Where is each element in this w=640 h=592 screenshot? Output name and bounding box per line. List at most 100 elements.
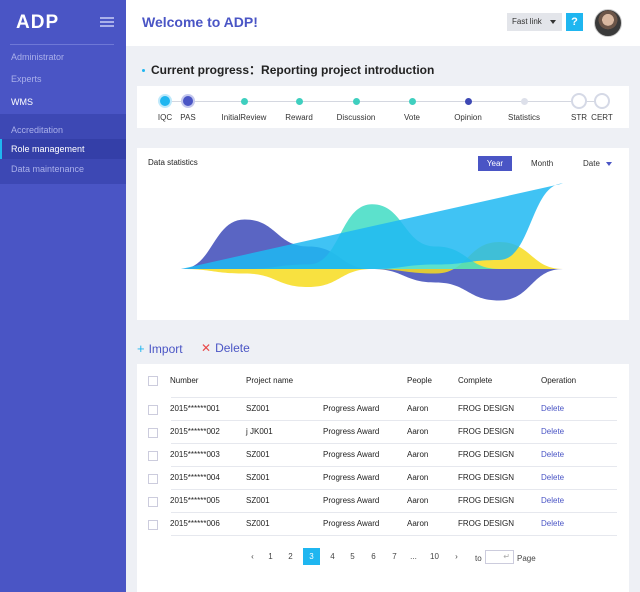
cell-project: SZ001: [246, 473, 270, 482]
delete-row-link[interactable]: Delete: [541, 450, 565, 459]
page-number[interactable]: 2: [288, 552, 293, 561]
tab-month[interactable]: Month: [531, 159, 554, 168]
page-number[interactable]: 10: [430, 552, 439, 561]
cell-people: Aaron: [407, 496, 429, 505]
chart-series-area: [181, 183, 563, 269]
delete-row-link[interactable]: Delete: [541, 473, 565, 482]
step-label: STR: [571, 113, 587, 122]
cell-complete: FROG DESIGN: [458, 473, 515, 482]
cell-award: Progress Award: [323, 427, 380, 436]
step-label: Vote: [403, 113, 421, 122]
row-divider: [171, 443, 617, 444]
step-label: Statistics: [507, 113, 541, 122]
delete-row-link[interactable]: Delete: [541, 519, 565, 528]
page-number[interactable]: 4: [330, 552, 335, 561]
sidebar-item-role-management[interactable]: Role management: [0, 139, 126, 159]
cell-people: Aaron: [407, 450, 429, 459]
row-divider: [171, 489, 617, 490]
row-checkbox[interactable]: [148, 474, 158, 484]
cell-people: Aaron: [407, 427, 429, 436]
import-button[interactable]: + Import: [137, 341, 183, 356]
cell-award: Progress Award: [323, 450, 380, 459]
cell-award: Progress Award: [323, 519, 380, 528]
sidebar-item-wms[interactable]: WMS: [11, 97, 33, 107]
cell-award: Progress Award: [323, 473, 380, 482]
cell-number: 2015******005: [170, 496, 220, 505]
avatar[interactable]: [594, 9, 622, 37]
cell-number: 2015******001: [170, 404, 220, 413]
page-label: Page: [517, 554, 536, 563]
step-node: [520, 97, 528, 105]
cell-project: SZ001: [246, 450, 270, 459]
sidebar-item-experts[interactable]: Experts: [11, 74, 42, 84]
row-divider: [171, 397, 617, 398]
hamburger-menu-icon[interactable]: [100, 17, 114, 27]
progress-track: [165, 101, 605, 102]
step-node: [295, 97, 303, 105]
step-node: [408, 97, 416, 105]
statistics-chart: [181, 183, 563, 301]
step-label: InitialReview: [221, 113, 267, 122]
page-number[interactable]: 5: [350, 552, 355, 561]
chevron-down-icon: [550, 20, 556, 24]
cell-project: j JK001: [246, 427, 273, 436]
step-node: [464, 97, 472, 105]
step-node: [594, 93, 610, 109]
row-divider: [171, 535, 617, 536]
chart-series-area: [181, 219, 563, 301]
row-divider: [171, 420, 617, 421]
delete-row-link[interactable]: Delete: [541, 496, 565, 505]
cell-complete: FROG DESIGN: [458, 519, 515, 528]
cell-award: Progress Award: [323, 496, 380, 505]
step-label: Opinion: [454, 113, 482, 122]
row-checkbox[interactable]: [148, 520, 158, 530]
date-dropdown[interactable]: Date: [583, 159, 612, 168]
page-jump-input[interactable]: [485, 550, 514, 564]
sidebar-item-data-maintenance[interactable]: Data maintenance: [11, 164, 85, 174]
tab-year[interactable]: Year: [478, 156, 512, 171]
import-label: Import: [148, 342, 183, 356]
row-divider: [171, 466, 617, 467]
cell-project: SZ001: [246, 404, 270, 413]
date-label: Date: [583, 159, 600, 168]
plus-icon: +: [137, 341, 145, 356]
row-checkbox[interactable]: [148, 497, 158, 507]
page-number[interactable]: 6: [371, 552, 376, 561]
cell-complete: FROG DESIGN: [458, 427, 515, 436]
step-node: [352, 97, 360, 105]
fast-link-dropdown[interactable]: Fast link: [507, 13, 562, 31]
help-button[interactable]: ?: [566, 13, 583, 31]
page-number[interactable]: 7: [392, 552, 397, 561]
step-label: Reward: [285, 113, 313, 122]
delete-row-link[interactable]: Delete: [541, 404, 565, 413]
goto-label: to: [475, 554, 482, 563]
row-checkbox[interactable]: [148, 428, 158, 438]
cell-number: 2015******003: [170, 450, 220, 459]
stats-title: Data statistics: [148, 158, 198, 167]
delete-row-link[interactable]: Delete: [541, 427, 565, 436]
column-header-project: Project name: [246, 376, 294, 385]
page-ellipsis: ...: [410, 552, 417, 561]
sidebar-item-administrator[interactable]: Administrator: [11, 52, 65, 62]
select-all-checkbox[interactable]: [148, 376, 158, 386]
row-checkbox[interactable]: [148, 451, 158, 461]
next-page-icon[interactable]: ›: [455, 552, 458, 561]
page-number[interactable]: 3: [303, 548, 320, 565]
sidebar: ADP Administrator Experts WMS Accreditat…: [0, 0, 126, 592]
cell-complete: FROG DESIGN: [458, 496, 515, 505]
cell-project: SZ001: [246, 496, 270, 505]
column-header-people: People: [407, 376, 432, 385]
page-title: Welcome to ADP!: [142, 14, 258, 30]
step-node: [181, 94, 195, 108]
step-node: [571, 93, 587, 109]
row-checkbox[interactable]: [148, 405, 158, 415]
column-header-complete: Complete: [458, 376, 493, 385]
step-node: [158, 94, 172, 108]
row-divider: [171, 512, 617, 513]
fast-link-label: Fast link: [512, 17, 542, 26]
delete-button[interactable]: ✕ Delete: [201, 341, 250, 355]
prev-page-icon[interactable]: ‹: [251, 552, 254, 561]
sidebar-item-accreditation[interactable]: Accreditation: [11, 125, 64, 135]
page-number[interactable]: 1: [268, 552, 273, 561]
cell-number: 2015******004: [170, 473, 220, 482]
